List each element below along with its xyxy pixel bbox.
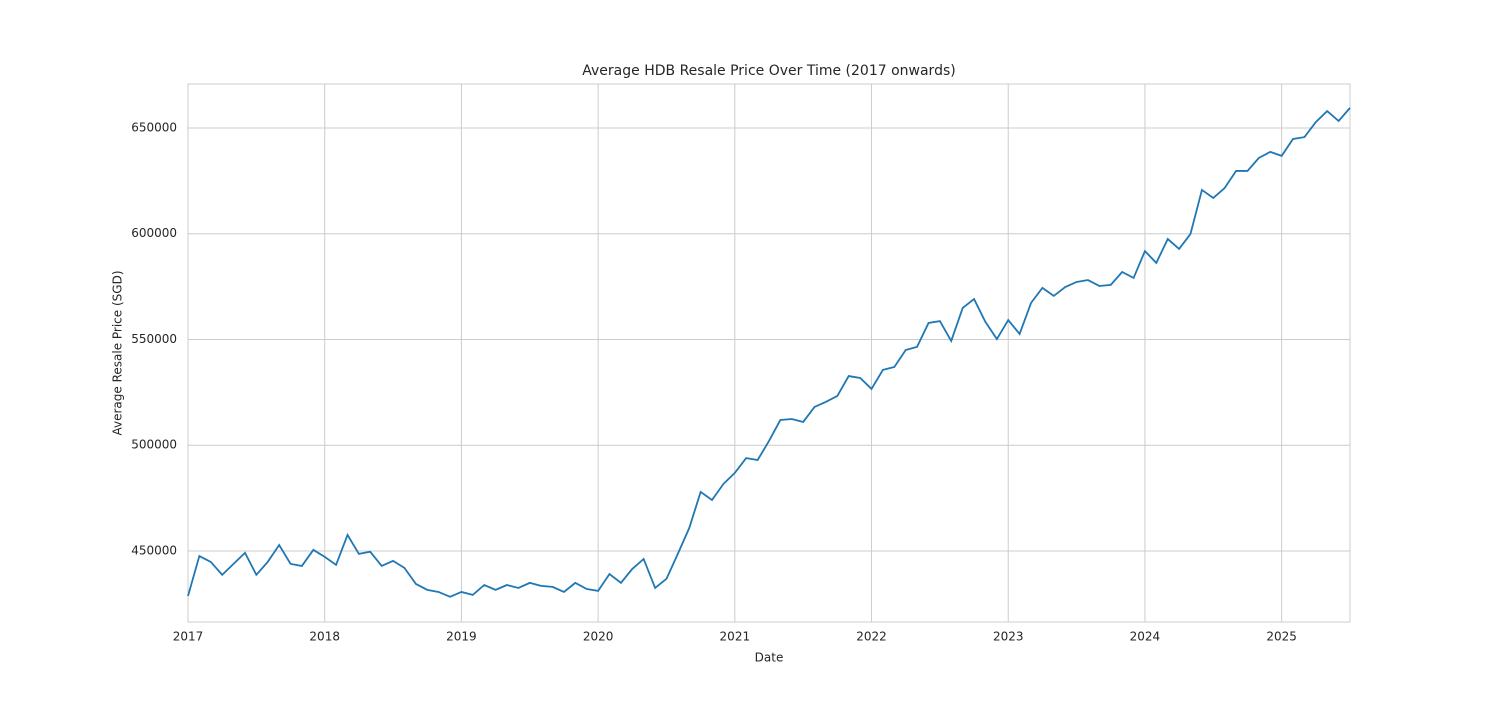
x-tick-label: 2025 xyxy=(1266,630,1297,644)
x-tick-label: 2021 xyxy=(720,630,751,644)
y-axis-label: Average Resale Price (SGD) xyxy=(111,270,125,435)
x-tick-label: 2018 xyxy=(309,630,340,644)
y-tick-label: 500000 xyxy=(131,438,177,452)
x-tick-label: 2022 xyxy=(856,630,887,644)
y-tick-label: 450000 xyxy=(131,543,177,557)
y-tick-label: 550000 xyxy=(131,332,177,346)
data-line xyxy=(187,107,1351,598)
x-tick-label: 2019 xyxy=(446,630,477,644)
x-tick-label: 2024 xyxy=(1130,630,1161,644)
plot-frame xyxy=(187,83,1351,623)
x-axis-label: Date xyxy=(755,651,784,665)
chart-title: Average HDB Resale Price Over Time (2017… xyxy=(582,63,955,79)
y-tick-label: 600000 xyxy=(131,226,177,240)
x-tick-label: 2017 xyxy=(173,630,204,644)
y-tick-label: 650000 xyxy=(131,120,177,134)
x-tick-label: 2020 xyxy=(583,630,614,644)
x-tick-label: 2023 xyxy=(993,630,1024,644)
